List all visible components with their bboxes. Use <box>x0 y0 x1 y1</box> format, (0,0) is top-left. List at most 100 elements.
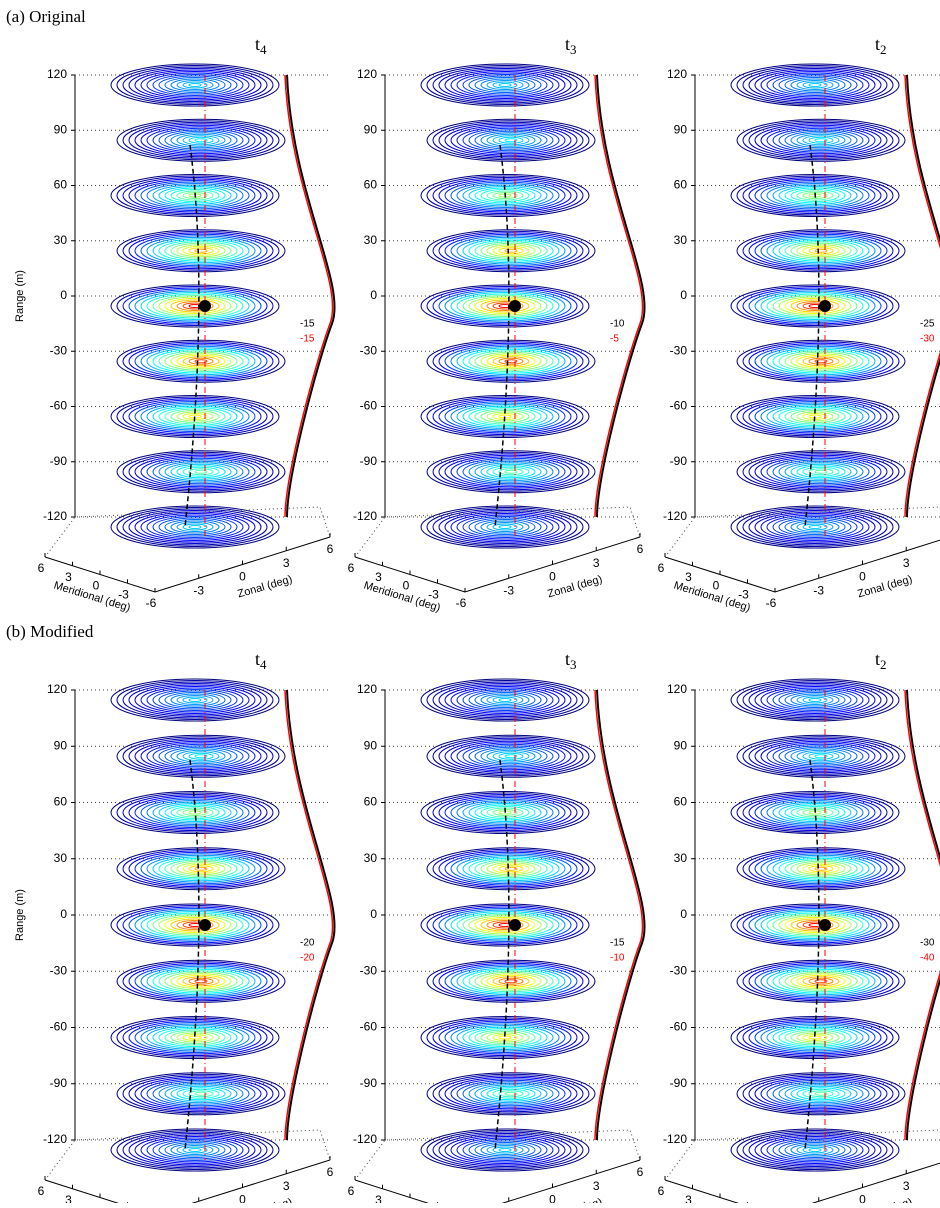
contour <box>171 464 231 479</box>
contour <box>767 294 863 318</box>
contour <box>481 354 541 369</box>
y-tick-label: -120 <box>663 1132 687 1146</box>
contour <box>147 73 243 97</box>
contour <box>749 851 893 887</box>
contour <box>129 233 273 269</box>
panel-label: (b) Modified <box>6 622 94 641</box>
y-axis-label: Range (m) <box>14 270 26 322</box>
panel-title: t2 <box>875 649 887 672</box>
contour <box>165 693 225 708</box>
x-tick-label: 0 <box>549 1193 556 1203</box>
contour <box>129 343 273 379</box>
contour <box>499 469 523 475</box>
z-tick-label: -6 <box>456 596 467 610</box>
contour <box>809 866 833 872</box>
y-tick-label: -90 <box>360 454 378 468</box>
contour <box>773 969 869 993</box>
panel-title: t3 <box>565 34 577 57</box>
x-tick-label: 0 <box>239 570 246 584</box>
contour <box>189 358 213 364</box>
contour <box>433 67 577 103</box>
contour <box>749 1076 893 1112</box>
contour <box>785 520 845 535</box>
contour <box>767 405 863 429</box>
contour <box>439 343 583 379</box>
y-tick-label: 30 <box>364 851 378 865</box>
y-tick-label: -120 <box>353 509 377 523</box>
contour <box>475 520 535 535</box>
contour <box>749 343 893 379</box>
contour <box>189 137 213 143</box>
curve-label: -30 <box>920 938 935 949</box>
contour <box>433 509 577 545</box>
y-tick-label: -90 <box>670 454 688 468</box>
contour <box>809 978 833 984</box>
marker-dot <box>509 300 521 312</box>
y-tick-label: 120 <box>667 67 687 81</box>
contour <box>499 978 523 984</box>
x-tick-label: -3 <box>193 583 204 597</box>
contour <box>475 299 535 314</box>
title-sub: 4 <box>260 657 267 672</box>
contour <box>463 128 559 152</box>
contour <box>153 857 249 881</box>
contour <box>129 1076 273 1112</box>
contour <box>189 978 213 984</box>
y-tick-label: 90 <box>674 122 688 136</box>
contour <box>171 974 231 989</box>
y-tick-label: 60 <box>674 795 688 809</box>
contour <box>499 866 523 872</box>
contour <box>457 294 553 318</box>
x-tick-label: 0 <box>859 570 866 584</box>
contour <box>791 749 851 764</box>
contour <box>809 1091 833 1097</box>
contour <box>165 78 225 93</box>
y-tick-label: -120 <box>663 509 687 523</box>
x-tick-label: 0 <box>239 1193 246 1203</box>
contour <box>439 963 583 999</box>
contour <box>129 851 273 887</box>
contour <box>773 128 869 152</box>
y-tick-label: 60 <box>54 795 68 809</box>
contour <box>183 1147 207 1153</box>
contour <box>481 464 541 479</box>
y-tick-label: -60 <box>50 399 68 413</box>
x-tick-label: 6 <box>327 1165 334 1179</box>
contour <box>475 78 535 93</box>
y-tick-label: -30 <box>50 343 68 357</box>
contour <box>171 1086 231 1101</box>
contour <box>499 358 523 364</box>
contour <box>749 738 893 774</box>
contour <box>433 682 577 718</box>
contour <box>189 84 201 87</box>
contour <box>481 243 541 258</box>
y-tick-label: -60 <box>360 399 378 413</box>
contour <box>809 358 833 364</box>
contour <box>171 861 231 876</box>
profile-red <box>285 690 333 1140</box>
contour <box>147 913 243 937</box>
curve-label: -40 <box>920 953 935 964</box>
contour <box>463 239 559 263</box>
x-tick-label: 3 <box>903 556 910 570</box>
contour <box>439 454 583 490</box>
contour <box>749 122 893 158</box>
title-sub: 3 <box>570 657 577 672</box>
contour <box>499 137 523 143</box>
contour <box>791 861 851 876</box>
title-sub: 2 <box>880 42 887 57</box>
contour <box>809 526 821 529</box>
contour <box>457 1026 553 1050</box>
y-tick-label: -30 <box>670 343 688 357</box>
contour <box>153 460 249 484</box>
y-tick-label: -60 <box>670 399 688 413</box>
y-tick-label: 30 <box>674 233 688 247</box>
panel-title: t3 <box>565 649 577 672</box>
contour <box>189 753 213 759</box>
curve-label: -5 <box>610 334 619 345</box>
contour <box>463 460 559 484</box>
contour <box>439 1076 583 1112</box>
contour <box>123 288 267 324</box>
y-tick-label: 0 <box>60 288 67 302</box>
